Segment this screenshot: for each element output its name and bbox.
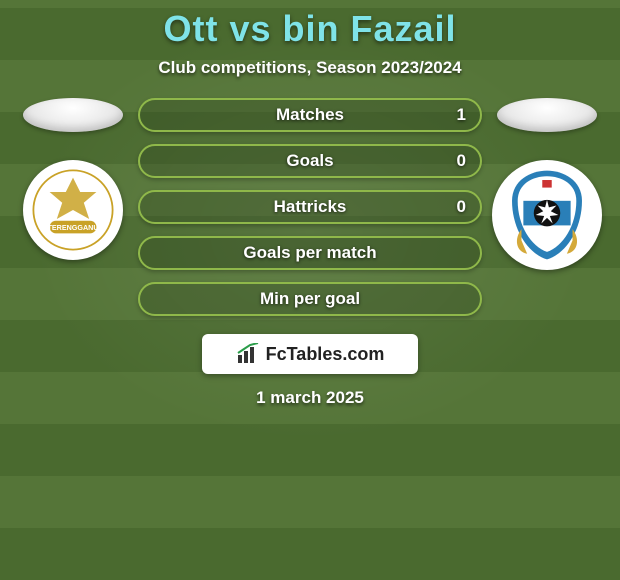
terengganu-crest-icon: TERENGGANU [28, 165, 118, 255]
stat-row-goals: Goals 0 [138, 144, 482, 178]
subtitle: Club competitions, Season 2023/2024 [0, 58, 620, 78]
stat-label: Goals [286, 151, 333, 171]
comparison-panel: TERENGGANU Matches 1 Goals 0 Hattricks 0… [0, 98, 620, 316]
svg-text:TERENGGANU: TERENGGANU [47, 223, 98, 232]
stat-row-min-per-goal: Min per goal [138, 282, 482, 316]
stat-label: Matches [276, 105, 344, 125]
brand-text: FcTables.com [266, 344, 385, 365]
stat-row-goals-per-match: Goals per match [138, 236, 482, 270]
right-team-crest [492, 160, 602, 270]
sabah-crest-icon [495, 163, 599, 267]
stat-right-value: 0 [457, 197, 466, 217]
stat-right-value: 1 [457, 105, 466, 125]
stat-row-hattricks: Hattricks 0 [138, 190, 482, 224]
stat-label: Min per goal [260, 289, 360, 309]
left-player-placeholder [23, 98, 123, 132]
page-title: Ott vs bin Fazail [0, 0, 620, 50]
right-player-placeholder [497, 98, 597, 132]
left-team-crest: TERENGGANU [23, 160, 123, 260]
right-side [492, 98, 602, 270]
date-text: 1 march 2025 [0, 388, 620, 408]
stat-label: Goals per match [243, 243, 376, 263]
stat-label: Hattricks [274, 197, 347, 217]
stats-column: Matches 1 Goals 0 Hattricks 0 Goals per … [138, 98, 482, 316]
brand-chart-icon [236, 343, 262, 365]
stat-right-value: 0 [457, 151, 466, 171]
brand-badge: FcTables.com [202, 334, 418, 374]
left-side: TERENGGANU [18, 98, 128, 260]
stat-row-matches: Matches 1 [138, 98, 482, 132]
